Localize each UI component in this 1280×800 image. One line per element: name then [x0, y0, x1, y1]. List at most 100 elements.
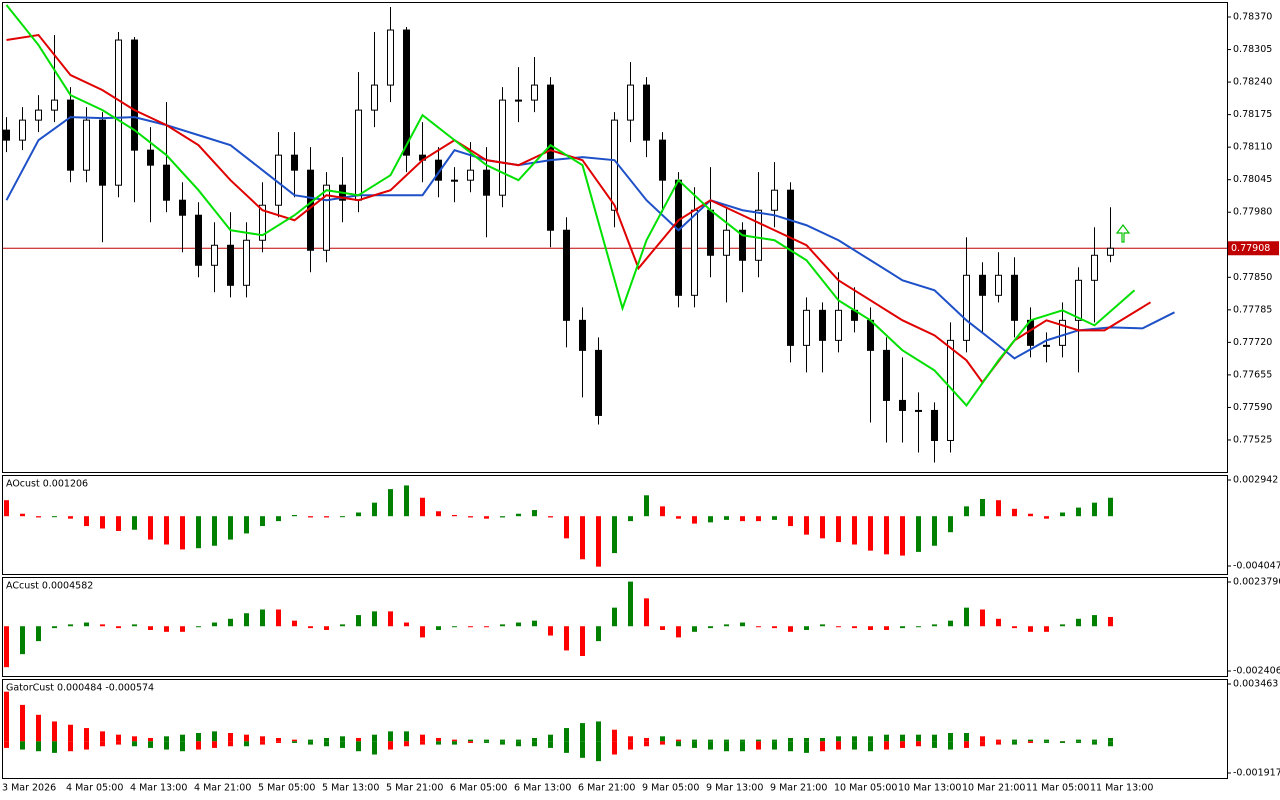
x-tick-label: 10 Mar 13:00: [898, 783, 961, 794]
histogram-bar: [100, 516, 105, 529]
gator-bar: [740, 739, 745, 742]
candle-body: [579, 319, 586, 351]
x-tick-label: 11 Mar 13:00: [1090, 783, 1153, 794]
histogram-bar: [884, 516, 889, 555]
candle-body: [1043, 344, 1050, 347]
histogram-bar: [788, 626, 793, 632]
histogram-bar: [276, 609, 281, 627]
candle-body: [195, 214, 202, 266]
gator-bar: [1060, 741, 1065, 743]
gator-bar: [212, 741, 217, 748]
gator-bar: [244, 741, 249, 747]
histogram-bar: [660, 506, 665, 517]
x-tick-label: 9 Mar 13:00: [706, 783, 763, 794]
candle-body: [243, 239, 250, 286]
gator-bar: [948, 741, 953, 750]
gator-bar: [708, 739, 713, 742]
gator-bar: [36, 714, 41, 742]
gator-bar: [68, 724, 73, 742]
gator-bar: [212, 731, 217, 742]
histogram-bar: [20, 626, 25, 655]
histogram-bar: [516, 513, 521, 517]
gator-bar: [308, 741, 313, 745]
gator-bar: [564, 728, 569, 742]
histogram-bar: [612, 607, 617, 627]
gator-bar: [276, 737, 281, 742]
gator-bar: [1092, 741, 1097, 745]
histogram-bar: [276, 516, 281, 522]
histogram-bar: [820, 516, 825, 539]
histogram-bar: [1108, 497, 1113, 517]
gator-bar: [868, 736, 873, 742]
candle-body: [627, 84, 634, 121]
gator-bar: [996, 739, 1001, 742]
histogram-bar: [20, 513, 25, 517]
candle-body: [403, 29, 410, 156]
candle-body: [451, 179, 458, 182]
histogram-bar: [692, 626, 697, 632]
x-tick-label: 4 Mar 05:00: [66, 783, 123, 794]
gator-bar: [756, 741, 761, 750]
gator-bar: [724, 739, 729, 742]
gator-bar: [228, 733, 233, 742]
histogram-bar: [228, 516, 233, 540]
histogram-bar: [116, 626, 121, 629]
histogram-bar: [1028, 626, 1033, 632]
histogram-bar: [100, 624, 105, 627]
gator-bar: [500, 739, 505, 742]
candle-body: [835, 309, 842, 341]
candle-body: [51, 99, 58, 111]
candle-body: [659, 139, 666, 181]
candle-body: [899, 399, 906, 411]
gator-bar: [772, 741, 777, 750]
histogram-bar: [932, 624, 937, 627]
histogram-bar: [132, 516, 137, 530]
histogram-bar: [36, 516, 41, 518]
candle-body: [883, 349, 890, 401]
candle-body: [547, 84, 554, 231]
gator-bar: [356, 741, 361, 752]
histogram-bar: [324, 626, 329, 630]
x-tick-label: 10 Mar 05:00: [834, 783, 897, 794]
gator-bar: [724, 741, 729, 752]
histogram-bar: [324, 516, 329, 518]
gator-bar: [260, 741, 265, 745]
gator-bar: [580, 741, 585, 758]
candle-body: [803, 309, 810, 346]
histogram-bar: [436, 511, 441, 517]
moving-average-line: [5, 116, 1175, 360]
histogram-bar: [868, 626, 873, 630]
histogram-bar: [740, 516, 745, 522]
histogram-bar: [308, 516, 313, 518]
gator-bar: [164, 741, 169, 750]
moving-average-line: [6, 33, 1152, 385]
histogram-bar: [356, 615, 361, 627]
histogram-bar: [356, 512, 361, 517]
gator-bar: [1044, 739, 1049, 742]
candle-body: [355, 109, 362, 201]
candle-body: [323, 184, 330, 251]
histogram-bar: [244, 613, 249, 627]
gator-bar: [260, 736, 265, 742]
histogram-bar: [452, 626, 457, 628]
candle-body: [19, 119, 26, 141]
histogram-bar: [260, 516, 265, 527]
gator-bar: [164, 736, 169, 742]
candle-body: [387, 29, 394, 86]
histogram-bar: [1044, 516, 1049, 519]
histogram-bar: [1076, 507, 1081, 517]
histogram-bar: [1092, 502, 1097, 517]
histogram-bar: [596, 516, 601, 567]
histogram-bar: [948, 516, 953, 533]
candle-body: [483, 169, 490, 196]
candle-body: [1011, 274, 1018, 321]
x-tick-label: 6 Mar 13:00: [514, 783, 571, 794]
gator-bar: [932, 741, 937, 748]
candle-body: [963, 274, 970, 341]
histogram-bar: [916, 516, 921, 552]
histogram-bar: [836, 516, 841, 543]
candle-body: [467, 169, 474, 181]
histogram-bar: [212, 622, 217, 627]
gator-bar: [1076, 739, 1081, 742]
histogram-bar: [708, 516, 713, 523]
